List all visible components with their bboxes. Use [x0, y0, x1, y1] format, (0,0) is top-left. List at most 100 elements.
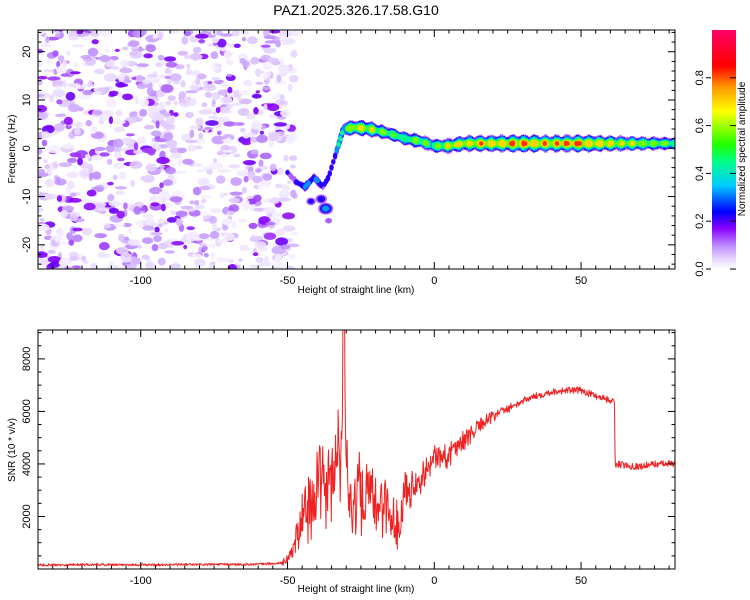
noise-blob: [226, 104, 234, 109]
noise-blob: [185, 139, 198, 144]
noise-blob: [189, 125, 201, 129]
noise-blob: [158, 32, 163, 41]
noise-blob: [186, 226, 195, 231]
noise-blob: [263, 103, 268, 111]
noise-blob: [258, 159, 264, 167]
noise-blob: [145, 261, 155, 269]
noise-blob: [276, 167, 284, 176]
ridge-cell: [457, 141, 463, 147]
noise-blob: [38, 94, 45, 98]
noise-blob: [168, 174, 175, 179]
ridge-cell: [339, 130, 345, 136]
noise-blob: [141, 254, 150, 260]
noise-blob: [289, 164, 296, 169]
x-tick-label: -100: [130, 575, 152, 587]
noise-blob: [165, 100, 172, 106]
noise-blob: [139, 98, 149, 107]
noise-blob: [198, 132, 204, 140]
x-tick-label: -50: [280, 575, 296, 587]
noise-blob: [242, 132, 250, 139]
noise-blob: [176, 158, 185, 167]
noise-blob: [198, 233, 210, 240]
noise-blob: [129, 51, 138, 56]
side-blob: [321, 205, 330, 212]
y-tick-label: 4000: [21, 452, 33, 476]
noise-blob: [138, 207, 149, 212]
noise-blob: [116, 210, 125, 219]
noise-blob: [101, 110, 114, 117]
noise-blob: [262, 86, 270, 91]
noise-blob: [150, 202, 160, 207]
noise-blob: [65, 91, 76, 101]
noise-blob: [177, 50, 189, 56]
noise-blob: [147, 74, 158, 78]
noise-blob: [108, 201, 122, 207]
noise-blob: [123, 236, 130, 241]
snr-frame: [37, 329, 676, 570]
noise-blob: [119, 60, 130, 67]
noise-blob: [38, 148, 43, 155]
noise-blob: [61, 144, 75, 149]
noise-blob: [162, 179, 173, 187]
noise-blob: [221, 218, 232, 226]
noise-blob: [58, 241, 69, 245]
noise-blob: [231, 102, 242, 106]
noise-blob: [241, 186, 247, 194]
noise-blob: [62, 59, 67, 68]
noise-blob: [60, 73, 70, 77]
noise-blob: [47, 256, 62, 263]
noise-blob: [285, 134, 295, 144]
noise-blob: [195, 117, 204, 126]
noise-blob: [169, 73, 182, 82]
noise-blob: [241, 141, 252, 146]
noise-blob: [264, 255, 270, 264]
noise-blob: [259, 130, 264, 135]
noise-blob: [58, 162, 73, 168]
noise-blob: [223, 121, 236, 127]
noise-blob: [47, 76, 61, 81]
noise-blob: [222, 224, 229, 231]
ridge-cell: [285, 170, 290, 175]
x-tick-label: -50: [280, 275, 296, 287]
noise-blob: [91, 39, 99, 45]
noise-blob: [189, 129, 195, 139]
ridge-cell: [554, 141, 560, 146]
spectrogram-frame: [37, 29, 676, 270]
noise-blob: [128, 40, 140, 47]
snr-xlabel: Height of straight line (km): [298, 584, 415, 595]
noise-blob: [59, 257, 73, 265]
side-blob: [317, 195, 326, 203]
y-tick-label: -20: [21, 237, 33, 253]
noise-blob: [149, 186, 163, 195]
noise-blob: [281, 185, 291, 191]
noise-blob: [177, 147, 187, 154]
noise-blob: [112, 120, 126, 125]
noise-blob: [118, 171, 127, 180]
y-tick-label: 2000: [21, 504, 33, 528]
noise-blob: [278, 64, 291, 73]
noise-blob: [255, 257, 264, 263]
ridge-cell: [577, 141, 583, 146]
noise-blob: [276, 74, 282, 83]
noise-blob: [269, 163, 277, 172]
noise-blob: [73, 62, 79, 69]
ridge-cell: [642, 140, 648, 147]
noise-blob: [121, 46, 129, 51]
noise-blob: [290, 30, 301, 36]
ridge-cell: [382, 129, 387, 136]
x-tick-label: -100: [130, 275, 152, 287]
noise-blob: [253, 194, 262, 202]
noise-blob: [209, 230, 220, 239]
noise-blob: [263, 35, 276, 40]
noise-blob: [163, 221, 169, 225]
noise-blob: [152, 34, 158, 39]
noise-blob: [210, 30, 216, 36]
noise-blob: [94, 233, 107, 239]
noise-blob: [68, 251, 79, 258]
noise-blob: [233, 153, 241, 158]
noise-blob: [194, 200, 200, 206]
noise-blob: [90, 128, 96, 135]
noise-blob: [215, 107, 221, 114]
